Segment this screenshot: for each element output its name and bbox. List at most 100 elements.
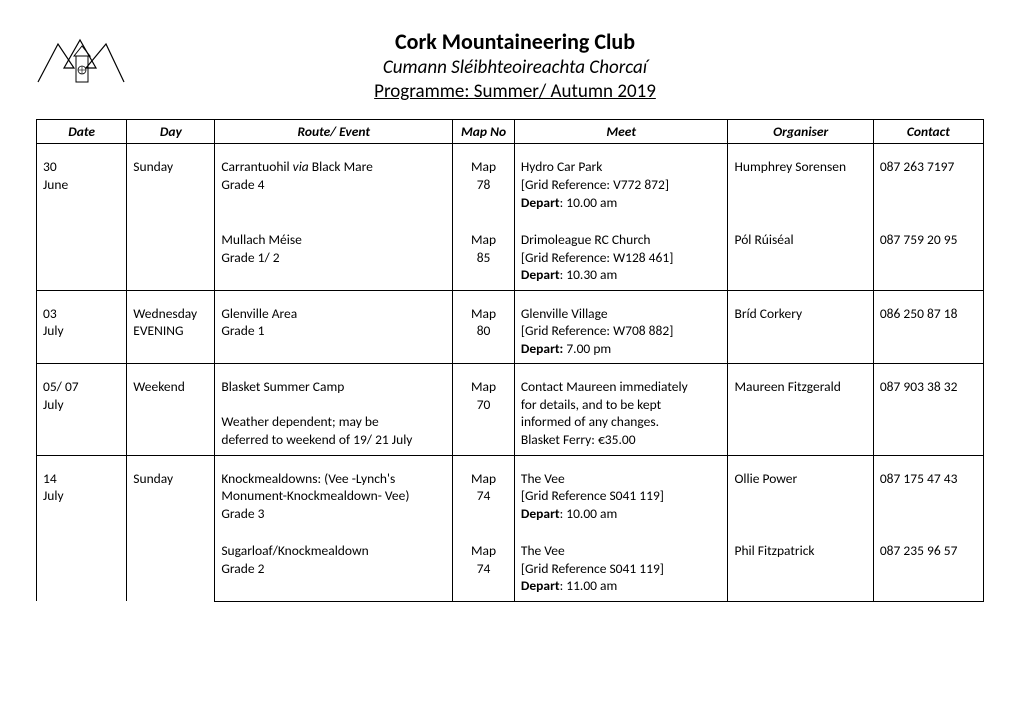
cell-meet: Hydro Car Park [Grid Reference: V772 872…: [514, 144, 728, 217]
route-grade: Grade 4: [221, 176, 264, 193]
cell-organiser: Phil Fitzpatrick: [728, 528, 873, 601]
cell-day: Wednesday EVENING: [127, 290, 215, 364]
organiser-name: Humphrey Sorensen: [734, 158, 846, 175]
cell-date: 14 July: [37, 455, 127, 601]
day-evening: EVENING: [133, 322, 183, 339]
map-label: Map: [471, 231, 496, 248]
cell-route: Carrantuohil via Black Mare Grade 4: [215, 144, 453, 217]
cell-route: Mullach Méise Grade 1/ 2: [215, 217, 453, 290]
cell-meet: Contact Maureen immediately for details,…: [514, 364, 728, 455]
club-name-irish: Cumann Sléibhteoireachta Chorcaí: [46, 56, 984, 80]
meet-text: for details, and to be kept: [521, 396, 661, 413]
depart-time: : 10.00 am: [560, 194, 618, 211]
cell-date: 03 July: [37, 290, 127, 364]
meet-location: The Vee: [521, 470, 565, 487]
date-month: July: [43, 487, 64, 504]
col-org: Organiser: [728, 119, 873, 144]
cell-map: Map 78: [453, 144, 515, 217]
cell-organiser: Maureen Fitzgerald: [728, 364, 873, 455]
cell-day: Weekend: [127, 364, 215, 455]
cell-contact: 086 250 87 18: [873, 290, 983, 364]
meet-text: Blasket Ferry: €35.00: [521, 431, 636, 448]
col-route: Route/ Event: [215, 119, 453, 144]
map-label: Map: [471, 158, 496, 175]
depart-label: Depart: [521, 505, 560, 522]
cell-map: Map 70: [453, 364, 515, 455]
map-number: 85: [477, 249, 491, 266]
map-label: Map: [471, 542, 496, 559]
route-note: Weather dependent; may be: [221, 413, 378, 430]
map-number: 78: [477, 176, 491, 193]
depart-label: Depart: [521, 194, 560, 211]
depart-time: 7.00 pm: [563, 340, 611, 357]
cell-route: Glenville Area Grade 1: [215, 290, 453, 364]
contact-number: 087 235 96 57: [880, 542, 958, 559]
meet-location: Drimoleague RC Church: [521, 231, 651, 248]
cell-route: Knockmealdowns: (Vee -Lynch's Monument-K…: [215, 455, 453, 528]
organiser-name: Bríd Corkery: [734, 305, 802, 322]
meet-grid: [Grid Reference: V772 872]: [521, 176, 669, 193]
route-note: deferred to weekend of 19/ 21 July: [221, 431, 412, 448]
col-day: Day: [127, 119, 215, 144]
depart-time: : 10.00 am: [560, 505, 618, 522]
route-text: Blasket Summer Camp: [221, 378, 344, 395]
cell-meet: The Vee [Grid Reference S041 119] Depart…: [514, 528, 728, 601]
meet-grid: [Grid Reference S041 119]: [521, 560, 664, 577]
meet-grid: [Grid Reference: W128 461]: [521, 249, 673, 266]
cell-route: Blasket Summer Camp Weather dependent; m…: [215, 364, 453, 455]
organiser-name: Pól Rúiséal: [734, 231, 793, 248]
table-header-row: Date Day Route/ Event Map No Meet Organi…: [37, 119, 984, 144]
contact-number: 087 759 20 95: [880, 231, 958, 248]
table-row: 30 June Sunday Carrantuohil via Black Ma…: [37, 144, 984, 217]
organiser-name: Phil Fitzpatrick: [734, 542, 814, 559]
depart-time: : 10.30 am: [560, 266, 618, 283]
route-text-italic: via: [293, 158, 309, 175]
cell-contact: 087 903 38 32: [873, 364, 983, 455]
day-name: Weekend: [133, 378, 185, 395]
map-label: Map: [471, 470, 496, 487]
day-name: Wednesday: [133, 305, 197, 322]
date-month: July: [43, 322, 64, 339]
day-name: Sunday: [133, 470, 173, 487]
contact-number: 087 175 47 43: [880, 470, 958, 487]
route-grade: Grade 1: [221, 322, 264, 339]
date-day: 03: [43, 305, 57, 322]
route-grade: Grade 2: [221, 560, 264, 577]
cell-contact: 087 175 47 43: [873, 455, 983, 528]
cell-map: Map 85: [453, 217, 515, 290]
programme-title: Programme: Summer/ Autumn 2019: [46, 79, 984, 105]
document-header: Cork Mountaineering Club Cumann Sléibhte…: [36, 28, 984, 105]
date-day: 30: [43, 158, 57, 175]
col-date: Date: [37, 119, 127, 144]
organiser-name: Maureen Fitzgerald: [734, 378, 840, 395]
depart-label: Depart: [521, 577, 560, 594]
route-grade: Grade 3: [221, 505, 264, 522]
route-text: Glenville Area: [221, 305, 297, 322]
contact-number: 087 263 7197: [880, 158, 955, 175]
date-day: 14: [43, 470, 57, 487]
cell-organiser: Pól Rúiséal: [728, 217, 873, 290]
meet-grid: [Grid Reference: W708 882]: [521, 322, 673, 339]
cell-meet: Glenville Village [Grid Reference: W708 …: [514, 290, 728, 364]
route-grade: Grade 1/ 2: [221, 249, 279, 266]
col-map: Map No: [453, 119, 515, 144]
cell-meet: The Vee [Grid Reference S041 119] Depart…: [514, 455, 728, 528]
day-name: Sunday: [133, 158, 173, 175]
depart-time: : 11.00 am: [560, 577, 618, 594]
cell-day: Sunday: [127, 455, 215, 601]
contact-number: 087 903 38 32: [880, 378, 958, 395]
route-text: Black Mare: [309, 158, 373, 175]
cell-day: Sunday: [127, 144, 215, 290]
table-row: 03 July Wednesday EVENING Glenville Area…: [37, 290, 984, 364]
table-row: 14 July Sunday Knockmealdowns: (Vee -Lyn…: [37, 455, 984, 528]
cell-date: 30 June: [37, 144, 127, 290]
date-day: 05/ 07: [43, 378, 79, 395]
map-number: 74: [477, 560, 491, 577]
cell-organiser: Humphrey Sorensen: [728, 144, 873, 217]
route-text: Mullach Méise: [221, 231, 302, 248]
map-number: 74: [477, 487, 491, 504]
cell-organiser: Bríd Corkery: [728, 290, 873, 364]
map-label: Map: [471, 305, 496, 322]
route-text: Monument-Knockmealdown- Vee): [221, 487, 409, 504]
club-name: Cork Mountaineering Club: [46, 28, 984, 56]
